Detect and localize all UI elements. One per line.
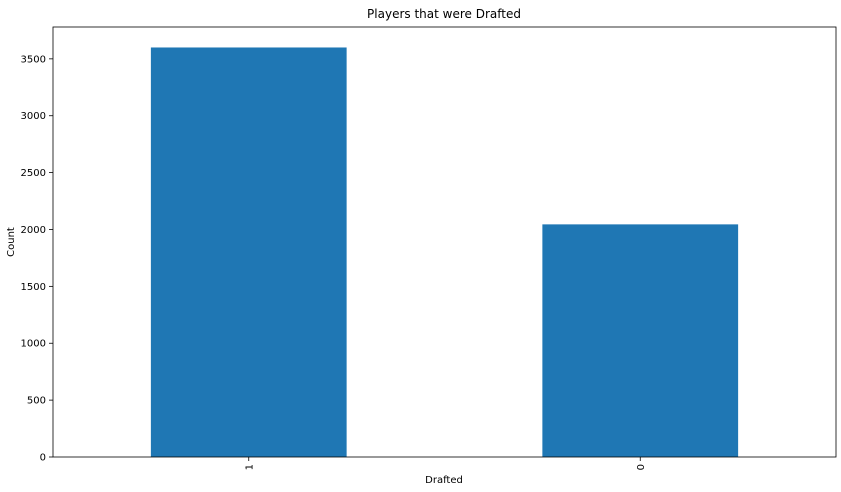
- chart-title: Players that were Drafted: [367, 7, 521, 21]
- y-tick-label: 1500: [21, 282, 46, 293]
- plot-area-frame: [52, 26, 837, 458]
- y-tick-label: 500: [27, 396, 46, 407]
- x-axis-label: Drafted: [425, 475, 463, 486]
- y-axis-label: Count: [6, 227, 17, 257]
- bars-group: [150, 47, 739, 457]
- y-tick-label: 2000: [21, 225, 46, 236]
- x-tick-label: 0: [636, 464, 647, 470]
- x-tick-label: 1: [244, 464, 255, 470]
- y-tick-label: 3000: [21, 111, 46, 122]
- y-tick-label: 3500: [21, 54, 46, 65]
- y-axis-ticks: 0 500 1000 1500 2000 2500 3000 3500: [21, 54, 53, 464]
- y-tick-label: 2500: [21, 168, 46, 179]
- y-tick-label: 1000: [21, 339, 46, 350]
- y-tick-label: 0: [40, 453, 46, 464]
- bar-1: [150, 47, 347, 457]
- bar-0: [542, 224, 739, 457]
